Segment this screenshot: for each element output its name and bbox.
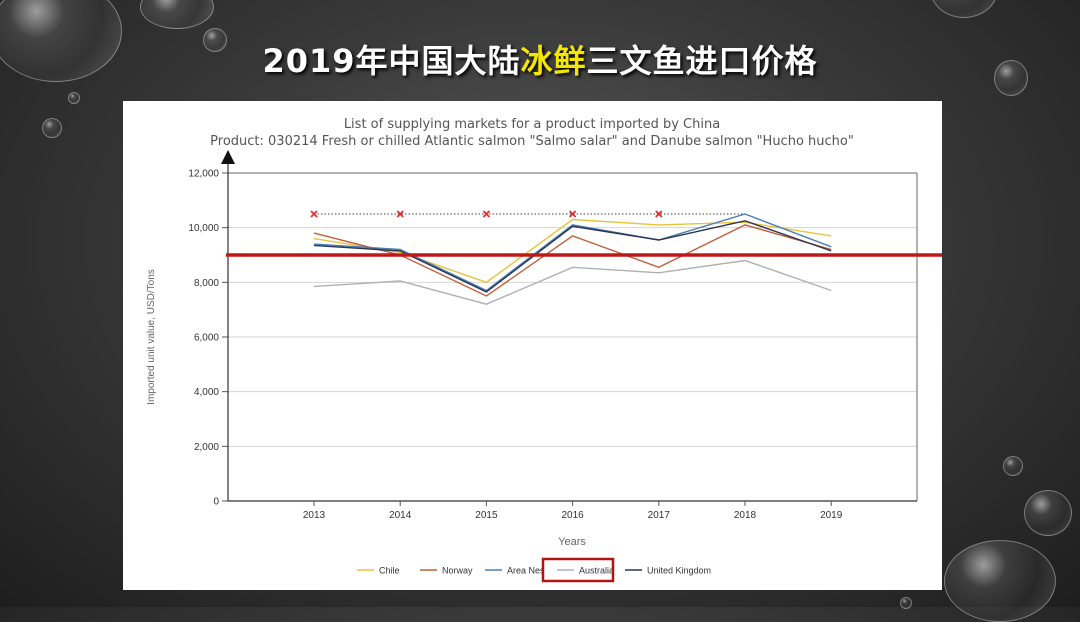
chart-panel: List of supplying markets for a product … xyxy=(123,101,942,590)
y-tick-label: 2,000 xyxy=(194,442,219,453)
bubble-decoration xyxy=(1003,456,1023,476)
series-line-australia xyxy=(313,259,832,305)
series-line-united-kingdom xyxy=(313,220,832,293)
y-tick-label: 6,000 xyxy=(194,333,219,344)
bubble-decoration xyxy=(203,28,227,52)
y-tick-label: 10,000 xyxy=(188,223,219,234)
bubble-decoration xyxy=(140,0,214,29)
series-line-norway xyxy=(313,224,832,297)
bubble-decoration xyxy=(994,60,1028,96)
x-tick-label: 2014 xyxy=(389,510,412,521)
title-suffix: 三文鱼进口价格 xyxy=(586,42,818,80)
slide-title: 2019年中国大陆冰鲜三文鱼进口价格 xyxy=(0,36,1080,82)
x-marker xyxy=(482,210,491,218)
x-tick-label: 2018 xyxy=(734,510,757,521)
x-tick-label: 2015 xyxy=(475,510,498,521)
x-marker xyxy=(655,210,663,218)
y-axis-label: Imported unit value, USD/Tons xyxy=(146,269,157,405)
bubble-decoration xyxy=(944,540,1056,622)
y-tick-label: 0 xyxy=(213,497,219,508)
y-tick-label: 4,000 xyxy=(194,387,219,398)
bubble-decoration xyxy=(1024,490,1072,536)
legend-label: United Kingdom xyxy=(647,566,711,576)
title-prefix: 2019年中国大陆 xyxy=(262,42,521,80)
x-tick-label: 2017 xyxy=(648,510,671,521)
legend-label: Chile xyxy=(379,566,400,576)
series-line-area-nes xyxy=(313,213,832,292)
x-tick-label: 2019 xyxy=(820,510,843,521)
title-highlight: 冰鲜 xyxy=(520,42,587,80)
line-chart: List of supplying markets for a product … xyxy=(146,117,942,583)
legend-label: Norway xyxy=(442,566,473,576)
y-tick-label: 8,000 xyxy=(194,278,219,289)
y-tick-label: 12,000 xyxy=(188,169,219,180)
y-axis-arrow xyxy=(221,150,235,164)
x-marker xyxy=(396,210,404,218)
chart-title: List of supplying markets for a product … xyxy=(344,117,720,132)
x-tick-label: 2013 xyxy=(303,510,326,521)
x-axis-label: Years xyxy=(558,536,586,548)
x-marker xyxy=(568,210,577,218)
x-tick-label: 2016 xyxy=(561,510,584,521)
legend-label: Area Nes xyxy=(507,566,545,576)
legend-label: Australia xyxy=(579,566,614,576)
chart-subtitle: Product: 030214 Fresh or chilled Atlanti… xyxy=(210,134,854,149)
bubble-decoration xyxy=(42,118,62,138)
bubble-decoration xyxy=(900,597,912,609)
bubble-decoration xyxy=(930,0,998,18)
legend-highlight-box xyxy=(541,557,615,583)
series-line-chile xyxy=(313,218,832,284)
x-marker xyxy=(310,210,318,218)
bubble-decoration xyxy=(68,92,80,104)
